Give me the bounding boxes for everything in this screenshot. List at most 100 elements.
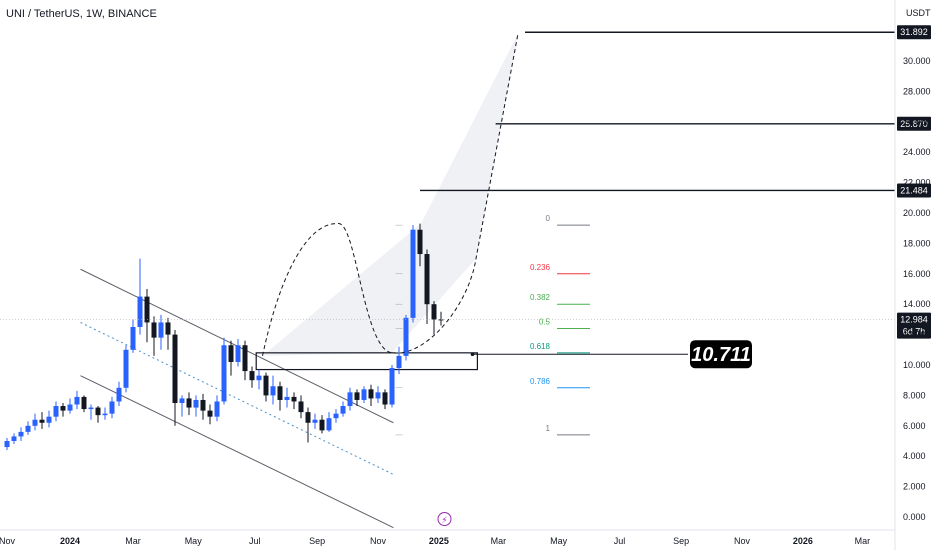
candle-body: [102, 413, 108, 416]
candle-body: [179, 398, 185, 403]
price-levels: 31.892 25.870 21.484 12.984 6d 7h: [0, 25, 931, 339]
callout-dot: [470, 352, 475, 356]
symbol-title: UNI / TetherUS, 1W, BINANCE: [6, 8, 157, 20]
price-level-tag: [897, 25, 931, 40]
price-level-label: 21.484: [900, 185, 928, 195]
candle-body: [116, 387, 122, 402]
x-tick-label: 2024: [60, 536, 80, 546]
y-tick-label: 4.000: [903, 451, 926, 461]
candle-body: [172, 334, 178, 403]
fib-retracement: 0 0.236 0.382 0.5 0.618 0.786 1: [395, 214, 590, 436]
projection-shade: [262, 33, 518, 356]
candle-body: [46, 416, 52, 423]
fib-label: 0.236: [530, 263, 551, 272]
y-tick-label: 6.000: [903, 421, 926, 431]
fib-label: 0.786: [530, 377, 551, 386]
candle-body: [431, 304, 437, 320]
candle-body: [53, 406, 59, 417]
candle-body: [361, 389, 367, 400]
candle-body: [235, 345, 241, 362]
candle-body: [151, 322, 157, 338]
fib-label: 0.382: [530, 293, 551, 302]
y-tick-label: 10.000: [903, 360, 931, 370]
candle-body: [312, 419, 318, 423]
y-tick-label: 18.000: [903, 238, 931, 248]
candle-body: [347, 392, 353, 407]
callout-box: [690, 340, 752, 369]
price-callout: 10.711: [470, 340, 752, 369]
projection-path: [262, 33, 519, 356]
y-tick-label: 26.000: [903, 117, 931, 127]
projection-curve: [262, 33, 519, 356]
candle-body: [263, 375, 269, 396]
candle-body: [291, 396, 297, 402]
candle-body: [88, 407, 94, 410]
x-tick-label: 2025: [429, 536, 449, 546]
candle-body: [123, 349, 129, 388]
projection-shade-area: [262, 33, 518, 356]
candle-body: [39, 419, 45, 423]
price-level-tag: [897, 116, 931, 131]
candle-body: [403, 317, 409, 356]
x-tick-label: Mar: [491, 536, 507, 546]
candle-body: [109, 401, 115, 414]
y-tick-label: 2.000: [903, 482, 926, 492]
candle-body: [4, 441, 10, 448]
candle-body: [368, 389, 374, 399]
price-level-tag: [897, 183, 931, 198]
candle-body: [375, 392, 381, 399]
candle-body: [389, 368, 395, 405]
candle-body: [81, 396, 87, 410]
candle-body: [326, 418, 332, 431]
x-tick-label: Nov: [370, 536, 387, 546]
candle-body: [60, 406, 66, 411]
x-tick-label: Mar: [855, 536, 871, 546]
candle-body: [74, 396, 80, 405]
candle-body: [284, 396, 290, 400]
candle-body: [32, 419, 38, 426]
candle-body: [354, 392, 360, 400]
y-tick-label: 8.000: [903, 390, 926, 400]
current-price-tag: [897, 312, 931, 339]
callout-value: 10.711: [691, 344, 751, 366]
fib-label: 0: [546, 214, 551, 223]
price-level-label: 25.870: [900, 119, 928, 129]
candle-body: [25, 425, 31, 432]
candle-body: [207, 410, 213, 417]
channel-lower-line: [80, 375, 394, 529]
lightning-icon: ⚡: [441, 516, 447, 526]
candle-body: [396, 355, 402, 369]
y-tick-label: 0.000: [903, 512, 926, 522]
candle-body: [144, 296, 150, 323]
candle-body: [417, 229, 423, 255]
candle-body: [298, 401, 304, 413]
candle-body: [382, 392, 388, 405]
currency-label: USDT: [906, 8, 931, 18]
y-tick-label: 16.000: [903, 269, 931, 279]
x-tick-label: 2026: [793, 536, 813, 546]
candle-body: [11, 436, 17, 441]
countdown-label: 6d 7h: [903, 327, 926, 337]
event-marker-icon: [437, 512, 452, 526]
candle-body: [18, 431, 24, 437]
candle-body: [277, 386, 283, 400]
candle-body: [340, 406, 346, 414]
candle-body: [424, 254, 430, 305]
candle-body: [200, 399, 206, 411]
candle-body: [228, 345, 234, 362]
candle-body: [410, 229, 416, 318]
price-level-label: 31.892: [900, 27, 928, 37]
x-tick-label: May: [185, 536, 203, 546]
candle-body: [242, 345, 248, 372]
y-tick-label: 24.000: [903, 147, 931, 157]
x-tick-label: Nov: [734, 536, 751, 546]
candle-body: [221, 345, 227, 402]
candle-body: [137, 296, 143, 327]
x-tick-label: Sep: [309, 536, 325, 546]
y-tick-label: 20.000: [903, 208, 931, 218]
candle-body: [249, 371, 255, 381]
x-tick-label: Jul: [249, 536, 261, 546]
fib-label: 0.618: [530, 342, 551, 351]
